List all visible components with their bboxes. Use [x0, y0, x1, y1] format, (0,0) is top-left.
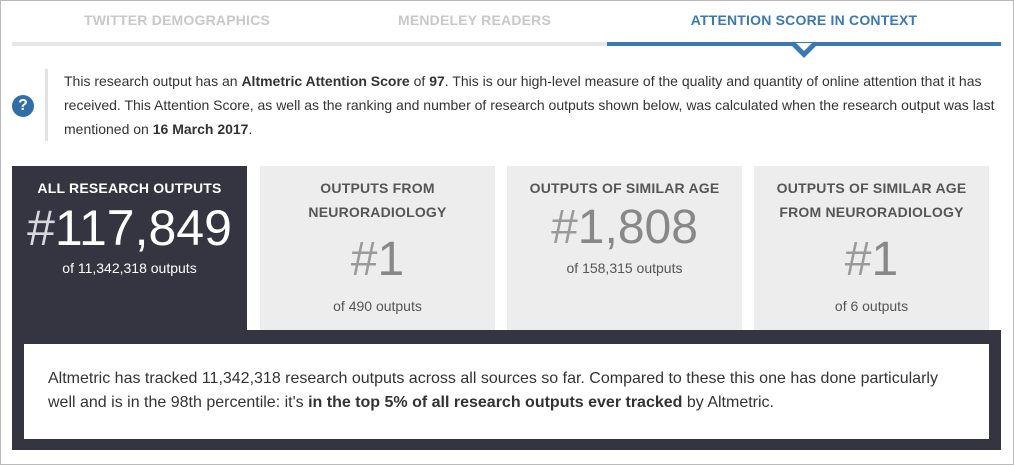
rank-number: 1: [377, 233, 405, 286]
info-text: of: [409, 73, 430, 89]
tab-bar: TWITTER DEMOGRAPHICS MENDELEY READERS AT…: [12, 0, 1001, 58]
summary-box: Altmetric has tracked 11,342,318 researc…: [24, 344, 989, 439]
tab-twitter-demographics[interactable]: TWITTER DEMOGRAPHICS: [12, 0, 342, 46]
tab-label: MENDELEY READERS: [397, 12, 552, 28]
rank-number: 117,849: [54, 200, 232, 256]
rank-hash: #: [551, 201, 578, 254]
card-title: OUTPUTS FROM NEURORADIOLOGY: [293, 176, 463, 224]
summary-panel: Altmetric has tracked 11,342,318 researc…: [12, 330, 1001, 450]
active-tab-caret-icon: [792, 43, 816, 58]
question-circle-icon[interactable]: ?: [12, 95, 34, 117]
rank-total: of 158,315 outputs: [566, 260, 683, 276]
rank-value: #1,808: [507, 200, 742, 256]
card-title-text: OUTPUTS OF SIMILAR AGE FROM NEURORADIOLO…: [776, 180, 967, 220]
summary-text-part: by Altmetric.: [682, 394, 774, 411]
card-title: OUTPUTS OF SIMILAR AGE: [529, 180, 720, 196]
card-title: OUTPUTS OF SIMILAR AGE FROM NEURORADIOLO…: [772, 176, 972, 224]
rank-total: of 6 outputs: [834, 298, 909, 314]
rank-value: #1: [260, 232, 495, 288]
rank-number: 1: [871, 233, 899, 286]
rank-value: #1: [754, 232, 989, 288]
tab-label: TWITTER DEMOGRAPHICS: [84, 12, 270, 28]
score-label: Altmetric Attention Score: [241, 73, 410, 89]
card-title-text: OUTPUTS FROM NEURORADIOLOGY: [308, 180, 447, 220]
info-text: .: [248, 121, 253, 137]
ranking-card-similar-age-neuroradiology: OUTPUTS OF SIMILAR AGE FROM NEURORADIOLO…: [754, 166, 989, 330]
rank-number: 1,808: [577, 201, 698, 254]
summary-text-part: Altmetric has tracked 11,342,318 researc…: [48, 370, 938, 411]
summary-highlight: in the top 5% of all research outputs ev…: [308, 394, 683, 411]
summary-text: Altmetric has tracked 11,342,318 researc…: [48, 344, 965, 415]
rank-total: of 11,342,318 outputs: [62, 260, 197, 276]
card-title: ALL RESEARCH OUTPUTS: [37, 180, 222, 196]
attention-score-value: 97: [429, 73, 445, 89]
attention-score-description: This research output has an Altmetric At…: [45, 69, 1014, 141]
rank-value: #117,849: [12, 200, 247, 256]
ranking-card-neuroradiology: OUTPUTS FROM NEURORADIOLOGY #1 of 490 ou…: [260, 166, 495, 330]
info-text: . This is our high-level measure of the …: [64, 73, 995, 137]
tab-mendeley-readers[interactable]: MENDELEY READERS: [342, 0, 607, 46]
tab-label: ATTENTION SCORE IN CONTEXT: [690, 12, 918, 28]
rank-hash: #: [844, 233, 872, 286]
info-text: This research output has an: [64, 73, 242, 89]
ranking-card-all-outputs: ALL RESEARCH OUTPUTS #117,849 of 11,342,…: [12, 166, 247, 330]
tab-attention-score-in-context[interactable]: ATTENTION SCORE IN CONTEXT: [607, 0, 1001, 58]
rank-total: of 490 outputs: [333, 298, 422, 314]
ranking-card-similar-age: OUTPUTS OF SIMILAR AGE #1,808 of 158,315…: [507, 166, 742, 330]
rank-hash: #: [350, 233, 378, 286]
rank-hash: #: [27, 200, 55, 256]
last-mentioned-date: 16 March 2017: [152, 121, 249, 137]
